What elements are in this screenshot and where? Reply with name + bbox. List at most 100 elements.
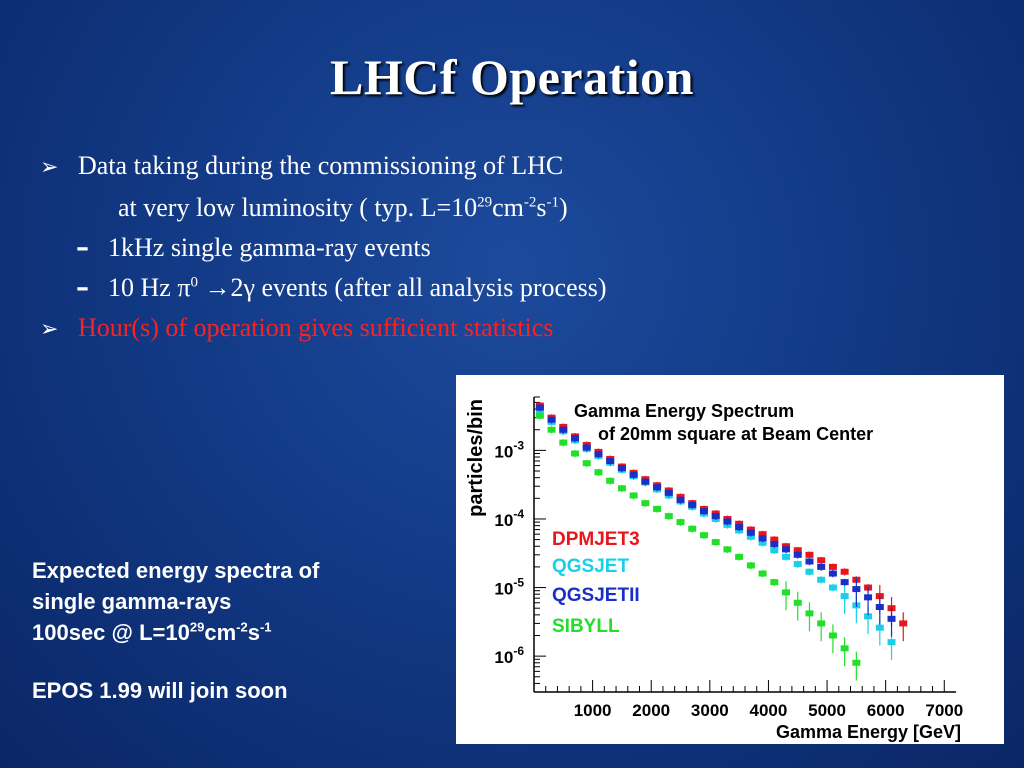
- data-point-sibyll: [805, 610, 814, 617]
- data-point-sibyll: [664, 513, 673, 520]
- y-tick-label: 10-6: [494, 644, 524, 667]
- pi-zero-sup: 0: [190, 274, 198, 291]
- data-point-qgsjetii: [817, 563, 826, 570]
- caption-unit-s: s: [247, 620, 260, 645]
- unit-s: s: [536, 193, 547, 222]
- x-tick-label: 2000: [632, 701, 670, 720]
- data-point-sibyll: [606, 477, 615, 484]
- legend-qgsjet: QGSJET: [552, 556, 629, 577]
- data-point-qgsjetii: [758, 535, 767, 542]
- sub-bullet-2-rest: →2γ events (after all analysis process): [197, 273, 607, 302]
- x-tick-label: 7000: [925, 701, 963, 720]
- sub-bullet-2: –10 Hz π0 →2γ events (after all analysis…: [40, 268, 1000, 308]
- legend-sibyll: SIBYLL: [552, 616, 620, 637]
- data-point-sibyll: [582, 460, 591, 467]
- data-point-qgsjet: [793, 561, 802, 568]
- caption-line-2: single gamma-rays: [32, 589, 232, 614]
- data-point-sibyll: [735, 553, 744, 560]
- data-point-sibyll: [629, 492, 638, 499]
- caption-exp-minus-2: -2: [236, 619, 248, 635]
- x-tick-label: 5000: [808, 701, 846, 720]
- arrow-bullet-icon: ➢: [40, 155, 59, 180]
- data-point-dpmjet3: [758, 531, 767, 538]
- data-point-sibyll: [723, 546, 732, 553]
- caption-exp-minus-1: -1: [259, 619, 272, 635]
- data-point-qgsjet: [864, 613, 873, 620]
- caption-exp-29: 29: [189, 619, 205, 635]
- epos-note: EPOS 1.99 will join soon: [32, 678, 288, 703]
- unit-cm: cm: [492, 193, 524, 222]
- x-tick-label: 6000: [867, 701, 905, 720]
- exp-minus-1: -1: [546, 194, 560, 211]
- data-point-sibyll: [828, 632, 837, 639]
- data-point-sibyll: [852, 659, 861, 666]
- data-point-sibyll: [711, 539, 720, 546]
- data-point-sibyll: [641, 500, 650, 507]
- data-point-dpmjet3: [770, 536, 779, 543]
- data-point-qgsjet: [746, 533, 755, 540]
- data-point-sibyll: [758, 570, 767, 577]
- data-point-qgsjet: [828, 584, 837, 591]
- arrow-bullet-icon: ➢: [40, 317, 59, 342]
- data-point-sibyll: [793, 599, 802, 606]
- data-point-qgsjetii: [582, 444, 591, 451]
- dash-icon: –: [76, 273, 89, 303]
- data-point-qgsjetii: [723, 518, 732, 525]
- data-point-qgsjetii: [840, 579, 849, 586]
- data-point-qgsjet: [875, 624, 884, 631]
- dash-icon: –: [76, 233, 89, 263]
- data-point-sibyll: [594, 469, 603, 476]
- data-point-qgsjetii: [746, 529, 755, 536]
- data-point-sibyll: [559, 439, 568, 446]
- x-axis-label: Gamma Energy [GeV]: [776, 722, 961, 742]
- data-point-qgsjetii: [875, 604, 884, 611]
- luminosity-text: at very low luminosity ( typ. L=10: [118, 193, 478, 222]
- data-point-qgsjetii: [688, 501, 697, 508]
- data-point-qgsjetii: [559, 426, 568, 433]
- data-point-qgsjetii: [699, 508, 708, 515]
- data-point-qgsjetii: [571, 435, 580, 442]
- data-point-dpmjet3: [828, 563, 837, 570]
- figure-caption: Expected energy spectra of single gamma-…: [32, 555, 442, 648]
- data-point-qgsjetii: [793, 551, 802, 558]
- caption-lumi: 100sec @ L=10: [32, 620, 190, 645]
- data-point-qgsjetii: [852, 586, 861, 593]
- data-point-qgsjet: [840, 593, 849, 600]
- data-point-sibyll: [817, 620, 826, 627]
- data-point-sibyll: [746, 562, 755, 569]
- spectrum-plot: 10-3 10-4 10-5 10-6 1000 2000 3000 4000 5000 6000…: [456, 375, 1004, 744]
- bullet-1-continuation: at very low luminosity ( typ. L=1029cm-2…: [40, 188, 1000, 228]
- y-tick-label: 10-4: [494, 507, 524, 530]
- bullet-1: ➢ Data taking during the commissioning of…: [40, 146, 1000, 188]
- legend-dpmjet3: DPMJET3: [552, 529, 640, 550]
- data-point-sibyll: [688, 525, 697, 532]
- data-point-qgsjetii: [594, 451, 603, 458]
- y-tick-label: 10-5: [494, 576, 524, 599]
- bullet-list: ➢ Data taking during the commissioning of…: [40, 146, 1000, 350]
- x-tick-label: 3000: [691, 701, 729, 720]
- data-point-qgsjetii: [828, 570, 837, 577]
- y-axis-label: particles/bin: [465, 399, 487, 517]
- close-paren: ): [559, 193, 568, 222]
- data-point-sibyll: [547, 426, 556, 433]
- data-point-sibyll: [699, 532, 708, 539]
- data-point-dpmjet3: [899, 620, 908, 627]
- data-point-qgsjetii: [535, 404, 544, 411]
- data-point-sibyll: [770, 579, 779, 586]
- x-tick-label: 1000: [574, 701, 612, 720]
- data-point-qgsjetii: [606, 457, 615, 464]
- data-point-qgsjet: [770, 547, 779, 554]
- data-point-dpmjet3: [840, 568, 849, 575]
- data-point-qgsjet: [887, 639, 896, 646]
- data-point-qgsjetii: [664, 489, 673, 496]
- data-point-qgsjetii: [782, 546, 791, 553]
- chart-title: Gamma Energy Spectrum: [574, 401, 794, 421]
- sub-bullet-1-text: 1kHz single gamma-ray events: [108, 233, 431, 262]
- legend-qgsjetii: QGSJETII: [552, 585, 640, 606]
- data-point-qgsjetii: [805, 558, 814, 565]
- data-point-sibyll: [840, 645, 849, 652]
- data-point-qgsjet: [805, 568, 814, 575]
- page-title: LHCf Operation: [330, 49, 694, 105]
- data-point-qgsjetii: [676, 496, 685, 503]
- data-point-sibyll: [535, 412, 544, 419]
